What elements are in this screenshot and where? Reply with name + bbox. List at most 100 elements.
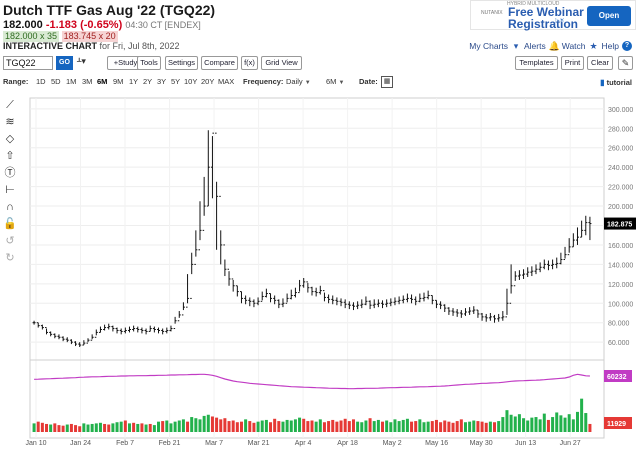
open-interest-tag xyxy=(604,370,632,382)
redo-icon[interactable]: ↻ xyxy=(5,252,15,264)
volume-bar xyxy=(86,424,90,432)
volume-bar xyxy=(360,422,364,432)
undo-icon[interactable]: ↺ xyxy=(5,235,15,247)
price-chart[interactable]: 300.000 280.000 260.000 240.000 220.000 200.0… xyxy=(0,92,636,454)
range-20y[interactable]: 20Y xyxy=(201,77,215,86)
ad-open-button[interactable]: Open xyxy=(587,6,631,26)
watch-link[interactable]: Watch xyxy=(561,41,586,51)
price-tick-label: 100.000 xyxy=(608,301,633,308)
range-max[interactable]: MAX xyxy=(218,77,235,86)
alerts-link[interactable]: Alerts xyxy=(524,41,546,51)
volume-bar xyxy=(289,420,293,432)
fx-button[interactable]: f(x) xyxy=(241,56,258,70)
volume-bar xyxy=(177,420,181,432)
shape-icon[interactable]: ◇ xyxy=(5,133,15,145)
tutorial-link[interactable]: ▮ tutorial xyxy=(600,78,632,87)
page-title: Dutch TTF Gas Aug '22 (TGQ22) xyxy=(3,2,216,18)
grid-view-button[interactable]: Grid View xyxy=(261,56,302,70)
volume-bar xyxy=(190,417,194,432)
volume-bar xyxy=(322,422,326,432)
volume-bar xyxy=(434,419,438,432)
measure-icon[interactable]: ⊢ xyxy=(5,184,15,196)
chevron-down-icon: ▼ xyxy=(338,80,345,86)
lock-icon[interactable]: 🔓 xyxy=(3,218,17,230)
range-1m[interactable]: 1M xyxy=(66,77,77,86)
calendar-icon[interactable]: ▦ xyxy=(381,76,393,88)
volume-bar xyxy=(343,418,347,432)
volume-bar xyxy=(588,423,592,432)
chart-toolbar: TGQ22 GO ᚆ▾ +Study Tools Settings Compar… xyxy=(3,55,633,72)
range-6m[interactable]: 6M xyxy=(97,77,108,86)
volume-bar xyxy=(575,411,579,432)
volume-bar xyxy=(410,421,414,432)
volume-bar xyxy=(285,419,289,432)
bell-icon[interactable]: 🔔 xyxy=(548,41,560,51)
tools-button[interactable]: Tools xyxy=(137,56,161,70)
value-tags: 182.875 60232 11929 xyxy=(604,217,636,429)
range-5y[interactable]: 5Y xyxy=(171,77,181,86)
range-9m[interactable]: 9M xyxy=(113,77,124,86)
volume-bar xyxy=(148,423,152,432)
volume-bar xyxy=(501,417,505,432)
volume-bar xyxy=(132,422,136,432)
magnet-icon[interactable]: ∩ xyxy=(6,201,14,213)
compare-button[interactable]: Compare xyxy=(201,56,238,70)
frequency-select[interactable]: Daily ▼ xyxy=(286,77,311,86)
channel-icon[interactable]: ≋ xyxy=(5,116,15,128)
volume-bar xyxy=(455,421,459,432)
volume-bar xyxy=(53,423,57,432)
interactive-date: for Fri, Jul 8th, 2022 xyxy=(99,41,180,51)
ohlc-bars-icon[interactable]: ᚆ▾ xyxy=(77,56,86,66)
range-label: Range: xyxy=(3,77,29,86)
range-1d[interactable]: 1D xyxy=(36,77,46,86)
last-price: 182.000 xyxy=(3,19,43,31)
volume-bar xyxy=(451,422,455,432)
volume-bar xyxy=(65,424,69,432)
print-button[interactable]: Print xyxy=(561,56,584,70)
ad-brand: NUTANIX xyxy=(481,10,503,16)
symbol-input[interactable]: TGQ22 xyxy=(3,56,53,70)
date-tick-label: Mar 21 xyxy=(248,440,270,447)
ad-text[interactable]: Free Webinar Registration xyxy=(508,5,584,31)
volume-bar xyxy=(571,419,575,432)
volume-bar xyxy=(206,414,210,432)
interactive-title: INTERACTIVE CHART xyxy=(3,41,97,51)
volume-bar xyxy=(426,421,430,432)
volume-bar xyxy=(509,414,513,432)
volume-bar xyxy=(542,413,546,432)
volume-bar xyxy=(522,418,526,432)
volume-bar xyxy=(563,417,567,432)
volume-bar xyxy=(82,423,86,432)
pencil-icon[interactable]: ✎ xyxy=(618,56,633,70)
chevron-down-icon[interactable]: ▾ xyxy=(513,41,519,51)
range-2y[interactable]: 2Y xyxy=(143,77,153,86)
period-select[interactable]: 6M ▼ xyxy=(326,77,344,86)
add-study-button[interactable]: +Study xyxy=(107,56,144,70)
volume-bar xyxy=(32,423,36,432)
trendline-icon[interactable]: ⟋ xyxy=(6,99,14,111)
volume-bar xyxy=(546,419,550,432)
text-icon[interactable]: Ⓣ xyxy=(4,167,16,179)
go-button[interactable]: GO xyxy=(56,56,73,70)
help-icon[interactable]: ? xyxy=(622,41,632,51)
range-3y[interactable]: 3Y xyxy=(157,77,167,86)
price-tick-label: 220.000 xyxy=(608,185,633,192)
clear-button[interactable]: Clear xyxy=(587,56,613,70)
ad-banner[interactable]: NUTANIX HYBRID MULTICLOUD Free Webinar R… xyxy=(470,0,636,30)
volume-bar xyxy=(493,422,497,432)
my-charts-link[interactable]: My Charts xyxy=(469,41,508,51)
volume-bar xyxy=(244,419,248,432)
templates-button[interactable]: Templates xyxy=(515,56,558,70)
frequency-label: Frequency: xyxy=(243,77,284,86)
range-3m[interactable]: 3M xyxy=(82,77,93,86)
help-link[interactable]: Help xyxy=(601,41,619,51)
range-5d[interactable]: 5D xyxy=(51,77,61,86)
star-icon[interactable]: ★ xyxy=(589,41,598,51)
range-1y[interactable]: 1Y xyxy=(129,77,139,86)
arrow-icon[interactable]: ⇧ xyxy=(5,150,15,162)
settings-button[interactable]: Settings xyxy=(165,56,198,70)
volume-bar xyxy=(555,412,559,432)
date-axis: Jan 10 Jan 24 Feb 7 Feb 21 Mar 7 Mar 21 Apr 4 A… xyxy=(25,440,580,447)
adchoices-icon[interactable]: ▷✕ xyxy=(555,18,565,24)
range-10y[interactable]: 10Y xyxy=(184,77,198,86)
